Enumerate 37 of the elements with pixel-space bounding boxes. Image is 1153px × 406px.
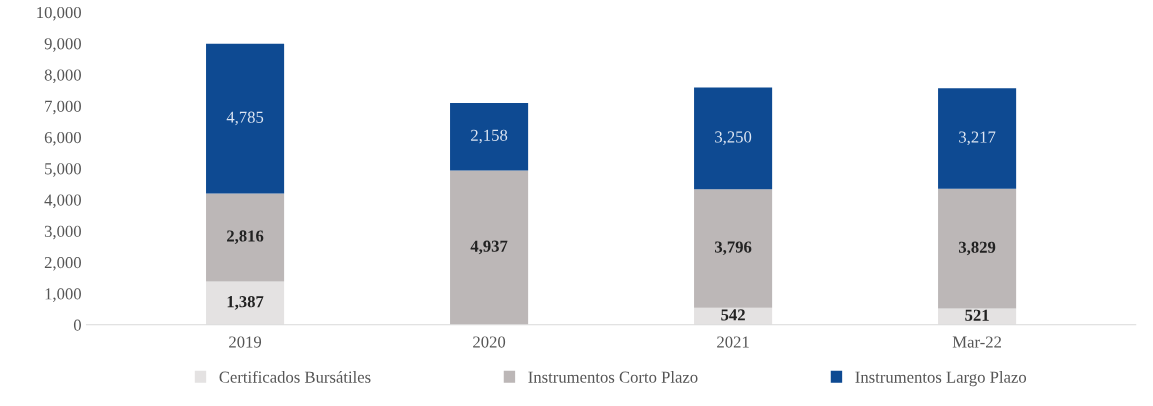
data-label: 542 — [721, 309, 745, 321]
x-tick-label: 2019 — [229, 336, 262, 348]
data-label: 2,158 — [471, 129, 508, 144]
data-label: 3,829 — [958, 241, 996, 256]
bar — [450, 103, 529, 171]
legend-label: Instrumentos Corto Plazo — [528, 371, 698, 383]
data-label: 2,816 — [227, 230, 264, 245]
y-tick-label: 10,000 — [37, 6, 81, 21]
y-tick-label: 5,000 — [45, 163, 81, 177]
bar — [206, 43, 285, 194]
x-tick-label: 2021 — [717, 336, 749, 348]
y-tick-label: 1,000 — [45, 288, 81, 302]
data-label: 4,785 — [226, 111, 264, 126]
y-tick-label: 9,000 — [44, 38, 81, 52]
y-tick-label: 3,000 — [44, 225, 81, 240]
bar — [938, 188, 1017, 309]
data-label: 3,250 — [715, 131, 752, 145]
data-label: 521 — [965, 309, 989, 321]
legend-label: Certificados Bursátiles — [219, 370, 371, 383]
bar — [694, 87, 773, 190]
x-tick-label: Mar-22 — [952, 336, 1002, 348]
bar — [694, 189, 773, 308]
y-tick-label: 8,000 — [44, 69, 81, 84]
bar — [206, 193, 285, 282]
legend-label: Instrumentos Largo Plazo — [855, 371, 1027, 387]
data-label: 1,387 — [227, 296, 264, 310]
y-tick-label: 7,000 — [45, 100, 81, 115]
y-tick-label: 0 — [73, 319, 81, 331]
data-label: 3,796 — [714, 241, 752, 256]
y-tick-label: 6,000 — [44, 131, 81, 146]
data-label: 3,217 — [959, 131, 996, 146]
bar — [938, 88, 1017, 189]
data-label: 4,937 — [470, 240, 508, 255]
x-tick-label: 2020 — [473, 336, 506, 348]
y-tick-label: 4,000 — [44, 194, 81, 209]
bar — [450, 170, 529, 325]
y-tick-label: 2,000 — [44, 256, 81, 271]
